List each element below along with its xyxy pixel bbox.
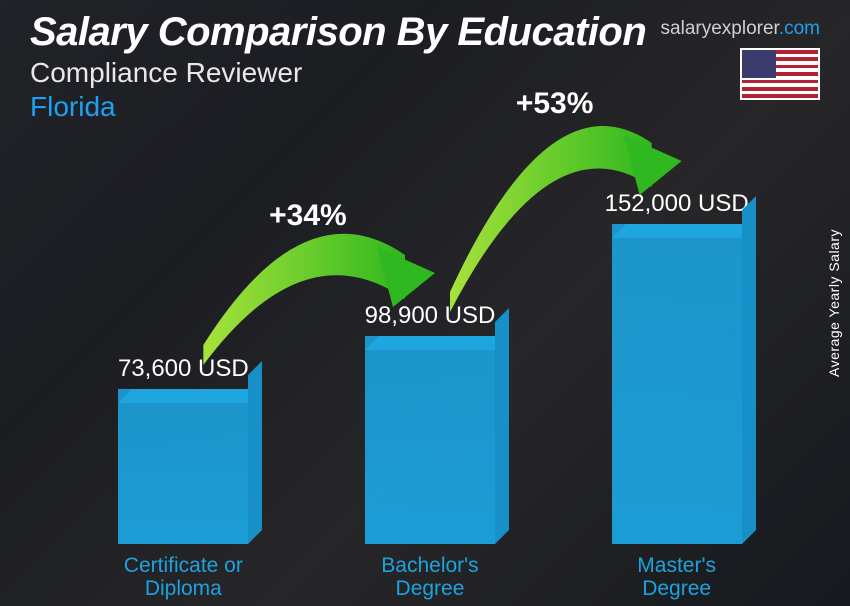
flag-icon [740,48,820,100]
bar-3d [612,224,742,544]
brand-name: salaryexplorer [661,18,779,39]
category-label: Master's Degree [587,554,767,600]
bar-value-label: 73,600 USD [118,355,249,383]
increase-label: +34% [269,199,347,233]
bar: 152,000 USD [602,190,752,544]
bar-value-label: 152,000 USD [605,190,749,218]
brand-domain: .com [779,18,820,39]
bar-3d [118,389,248,544]
category-labels: Certificate or Diploma Bachelor's Degree M… [60,554,800,600]
chart-title: Salary Comparison By Education [30,10,646,55]
chart-subtitle: Compliance Reviewer [30,57,646,89]
bar: 98,900 USD [355,302,505,544]
brand-label: salaryexplorer.com [661,18,820,40]
y-axis-label: Average Yearly Salary [826,229,842,377]
bar-3d [365,336,495,544]
bar: 73,600 USD [108,355,258,544]
bar-value-label: 98,900 USD [365,302,496,330]
increase-label: +53% [516,87,594,121]
category-label: Certificate or Diploma [93,554,273,600]
bar-chart: 73,600 USD 98,900 USD 152,000 USD [60,184,800,544]
category-label: Bachelor's Degree [340,554,520,600]
